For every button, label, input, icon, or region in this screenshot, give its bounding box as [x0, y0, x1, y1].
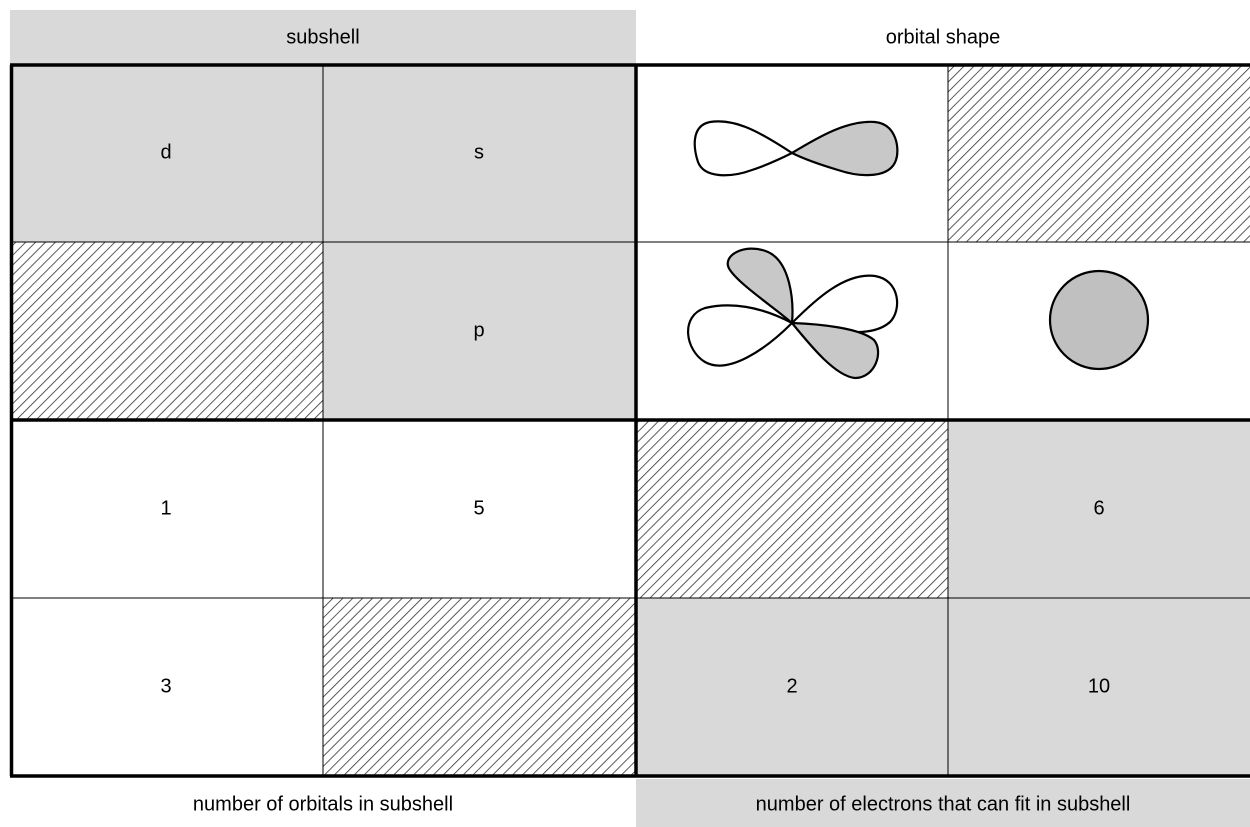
- cell-label: 3: [160, 675, 171, 697]
- cell-backgrounds: [10, 65, 1250, 776]
- cell-label: d: [160, 141, 171, 163]
- footer-label: number of electrons that can fit in subs…: [756, 793, 1131, 815]
- cell-label: 2: [786, 675, 797, 697]
- cell-label: p: [473, 319, 484, 341]
- footer-bg: [636, 779, 1250, 827]
- grid-lines: [9, 63, 1250, 778]
- footer-label: number of orbitals in subshell: [193, 793, 453, 815]
- cell-label: 6: [1093, 497, 1104, 519]
- p-orbital: [693, 120, 899, 177]
- cell-label: s: [474, 141, 484, 163]
- s-orbital: [1048, 269, 1150, 371]
- header-label: orbital shape: [886, 26, 1001, 48]
- cell-label: 5: [473, 497, 484, 519]
- header-label: subshell: [286, 26, 359, 48]
- cell-label: 1: [160, 497, 171, 519]
- header-bg: [10, 10, 636, 65]
- cell-label: 10: [1088, 675, 1110, 697]
- d-orbital: [687, 247, 899, 380]
